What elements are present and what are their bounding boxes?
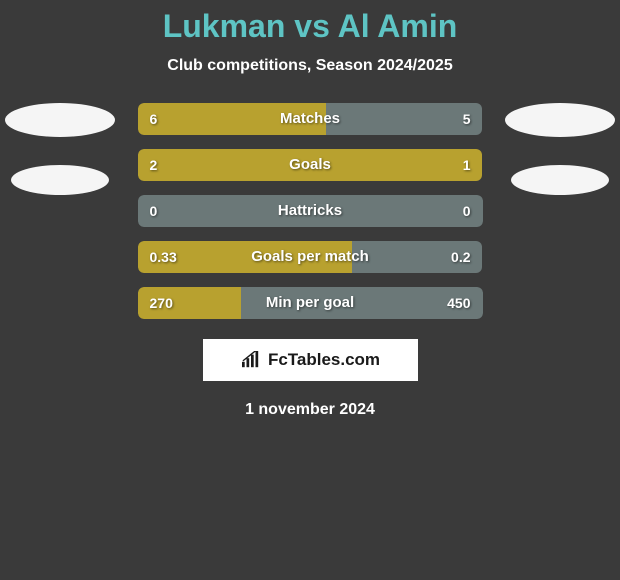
stat-bar-left	[138, 149, 368, 181]
stat-row: Min per goal270450	[138, 287, 483, 319]
stat-row: Goals21	[138, 149, 483, 181]
stat-row: Hattricks00	[138, 195, 483, 227]
brand-text: FcTables.com	[268, 350, 380, 370]
right-avatar-column	[500, 103, 620, 195]
right-player-avatar-2	[511, 165, 609, 195]
stat-bar-right	[241, 287, 483, 319]
stat-bar-right	[352, 241, 482, 273]
stat-bar-left	[138, 195, 311, 227]
stat-bars: Matches65 Goals21 Hattricks00 Goals per mat…	[138, 103, 483, 319]
left-player-avatar-1	[5, 103, 115, 137]
subtitle: Club competitions, Season 2024/2025	[0, 57, 620, 75]
stat-bar-left	[138, 287, 242, 319]
stat-bar-left	[138, 103, 326, 135]
stats-area: Matches65 Goals21 Hattricks00 Goals per mat…	[0, 103, 620, 319]
date-text: 1 november 2024	[0, 401, 620, 419]
left-avatar-column	[0, 103, 120, 195]
page-title: Lukman vs Al Amin	[0, 8, 620, 45]
infographic-container: Lukman vs Al Amin Club competitions, Sea…	[0, 0, 620, 419]
right-player-avatar-1	[505, 103, 615, 137]
stat-row: Matches65	[138, 103, 483, 135]
stat-bar-right	[368, 149, 483, 181]
stat-row: Goals per match0.330.2	[138, 241, 483, 273]
left-player-avatar-2	[11, 165, 109, 195]
stat-bar-left	[138, 241, 353, 273]
stat-bar-right	[310, 195, 483, 227]
chart-icon	[240, 351, 262, 369]
brand-badge: FcTables.com	[203, 339, 418, 381]
stat-bar-right	[326, 103, 483, 135]
